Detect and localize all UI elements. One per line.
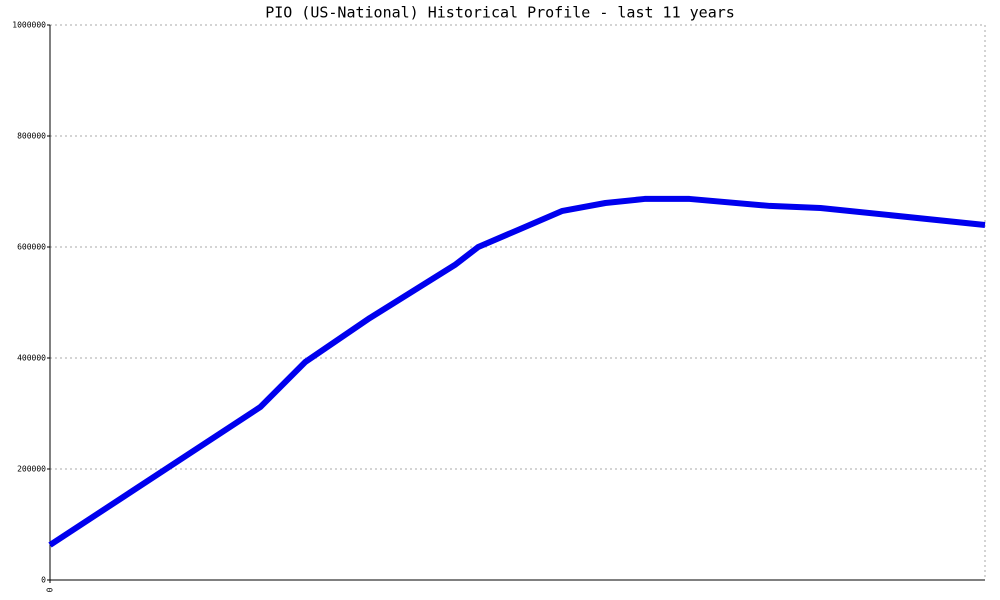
y-tick-label: 800000 <box>17 132 46 141</box>
chart-title: PIO (US-National) Historical Profile - l… <box>265 4 735 22</box>
y-tick-label: 600000 <box>17 243 46 252</box>
y-tick-label: 1000000 <box>12 21 46 30</box>
line <box>48 195 986 548</box>
x-tick-label: 0 <box>46 587 55 592</box>
y-tick-label: 0 <box>41 576 46 585</box>
y-tick-label: 400000 <box>17 354 46 363</box>
y-tick-label: 200000 <box>17 465 46 474</box>
